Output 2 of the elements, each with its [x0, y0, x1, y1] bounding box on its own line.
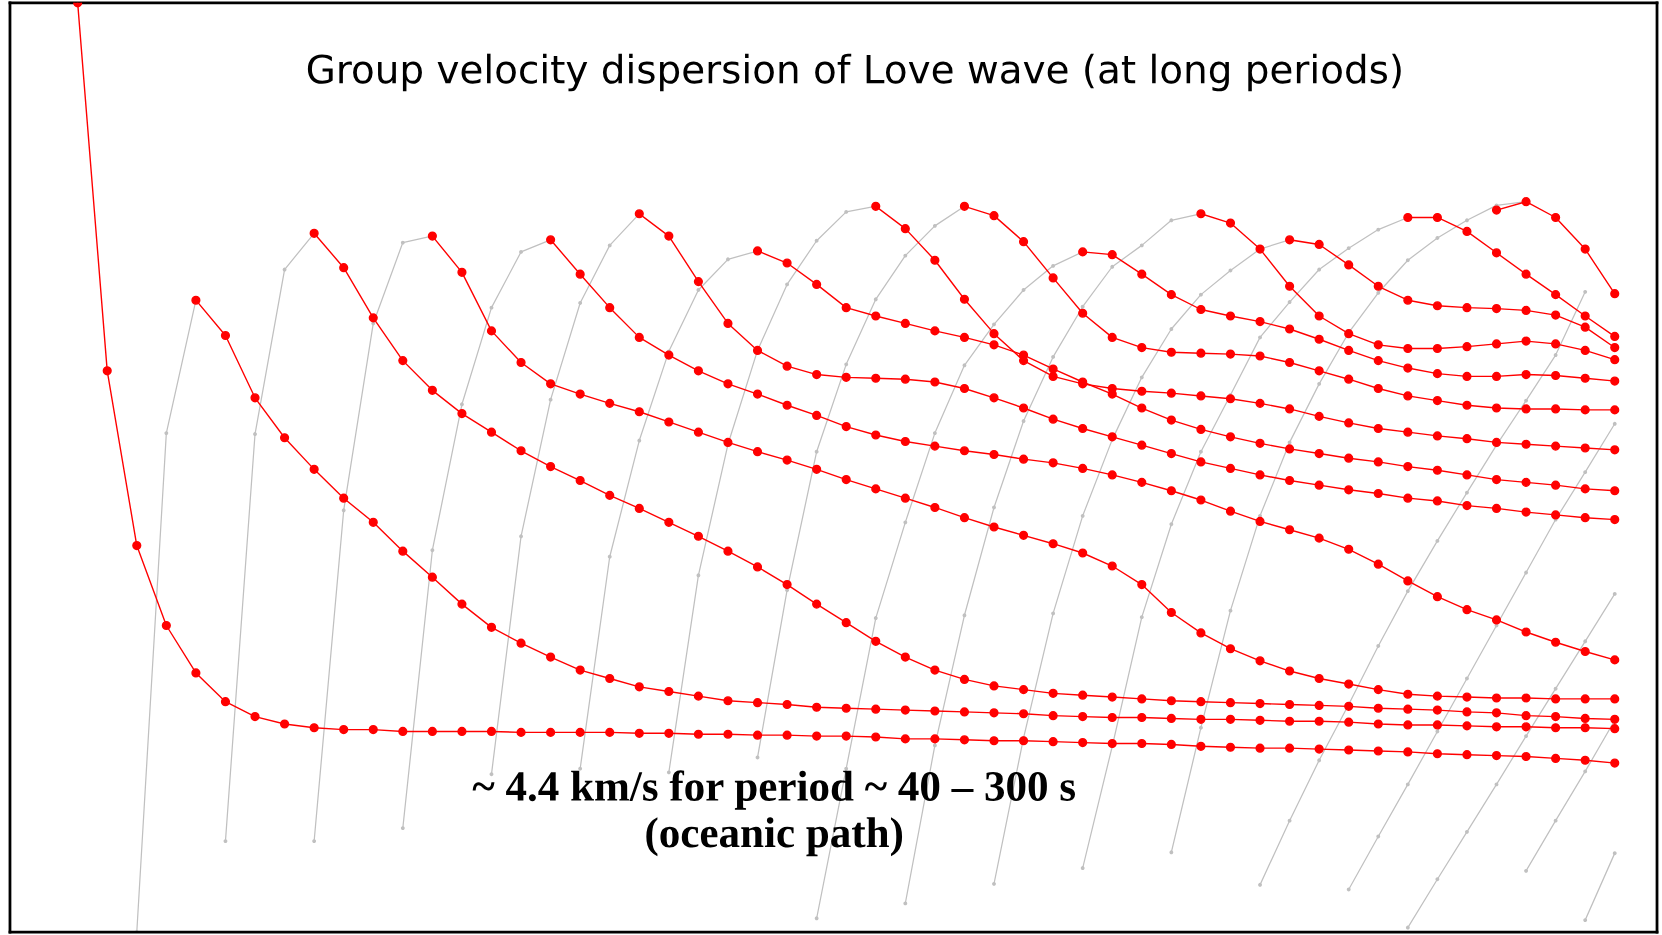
text: Group velocity dispersion of Love wave (at long periods) — [307, 53, 1401, 92]
annotation: ~ 4.4 km/s for period ~ 40 – 300 s (oceanic path) — [472, 770, 1076, 857]
